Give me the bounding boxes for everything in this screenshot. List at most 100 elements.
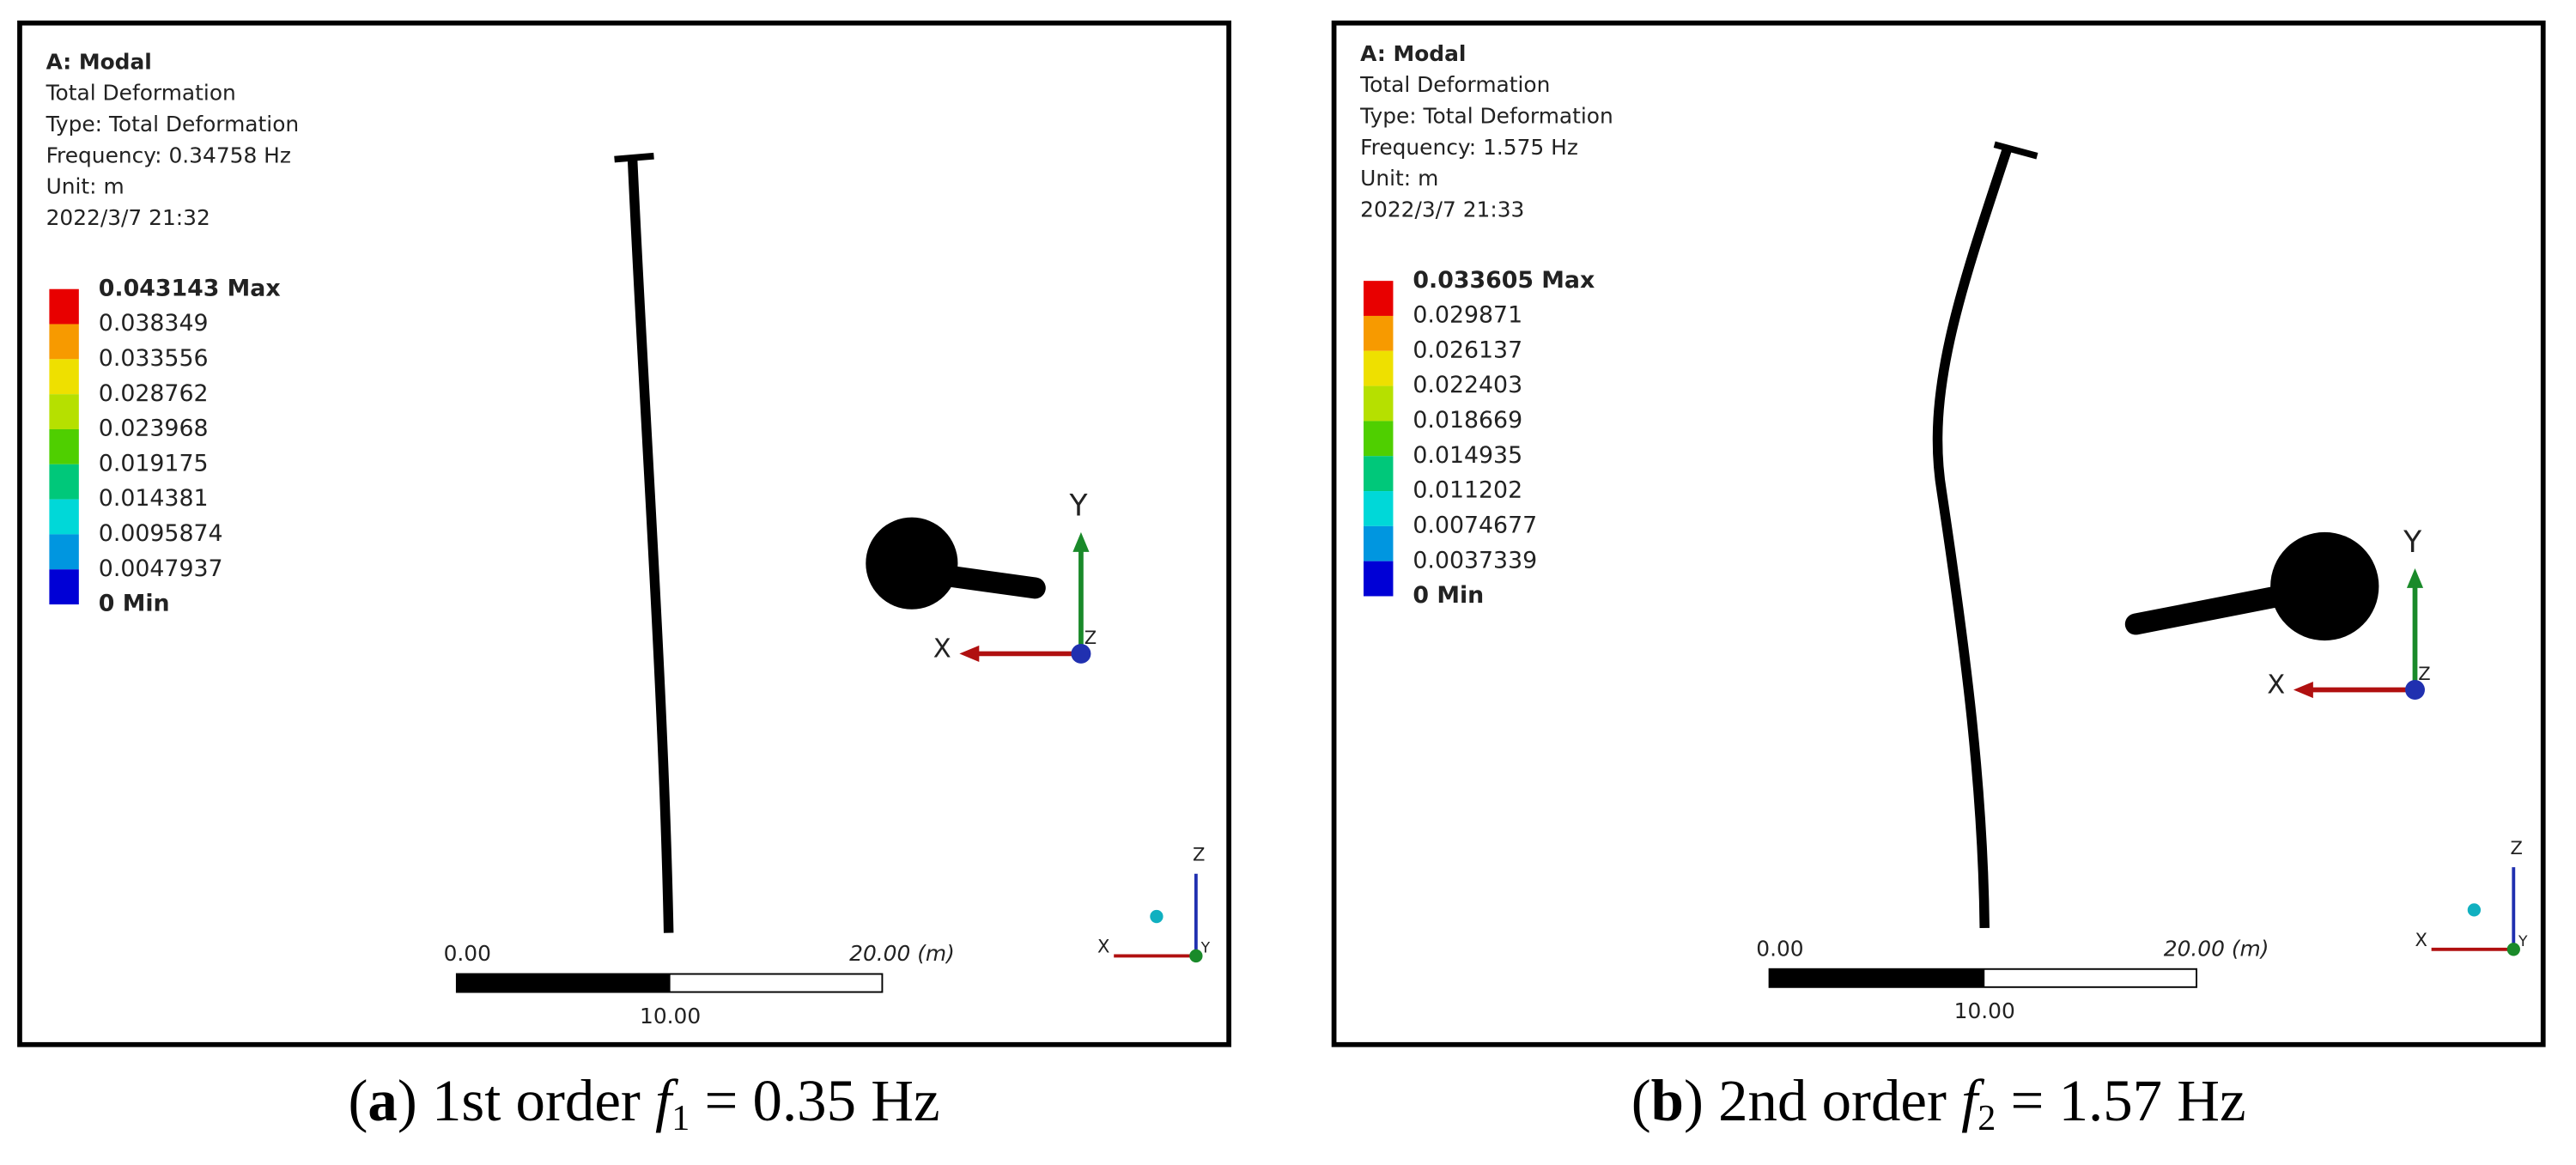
legend-swatch (49, 394, 79, 429)
mini-label-y: Y (2518, 933, 2528, 950)
legend-label: 0.038349 (99, 310, 209, 337)
legend-label: 0.018669 (1413, 407, 1522, 434)
legend-label: 0.0047937 (99, 555, 223, 582)
mini-label-z: Z (2510, 837, 2522, 859)
legend-swatch (49, 464, 79, 500)
legend-swatch (1364, 421, 1394, 457)
mini-dot (1150, 909, 1163, 924)
legend-label: 0.043143 Max (99, 275, 281, 301)
legend-swatch (1364, 281, 1394, 316)
legend-swatch (1364, 315, 1394, 351)
cable-top (614, 152, 654, 163)
legend-swatch (49, 569, 79, 605)
triad-label-y: Y (2403, 525, 2422, 560)
legend-label: 0 Min (99, 591, 170, 617)
caption-part: ) 2nd order (1684, 1068, 1961, 1133)
mini-label-x: X (1097, 936, 1109, 957)
scale-start: 0.00 (1756, 936, 1803, 961)
triad-z (1071, 643, 1091, 664)
legend-label: 0.019175 (99, 450, 209, 476)
mini-dot (2467, 903, 2482, 917)
header-line: A: Modal (1360, 41, 1466, 66)
legend-swatch (49, 324, 79, 360)
viewport-frame (17, 20, 1231, 1047)
buoy (866, 517, 958, 610)
mini-label-z: Z (1193, 843, 1205, 865)
triad-x-head (959, 645, 980, 663)
legend-swatch (49, 359, 79, 395)
legend-label: 0.033556 (99, 345, 209, 372)
caption: (b) 2nd order f2 = 1.57 Hz (1631, 1068, 2246, 1138)
scale-mid: 10.00 (640, 1004, 701, 1028)
legend-swatch (49, 499, 79, 535)
legend-swatch (1364, 525, 1394, 561)
triad-label-x: X (2267, 670, 2285, 700)
legend-label: 0 Min (1413, 582, 1484, 609)
mini-y (1189, 949, 1203, 963)
caption-part: = 0.35 Hz (690, 1068, 939, 1133)
caption-part: b (1651, 1068, 1684, 1133)
scale-end: 20.00 (m) (2164, 936, 2269, 961)
buoy-arm (928, 564, 1046, 599)
triad-y-head (1072, 531, 1090, 552)
scale-bar-fill (456, 974, 671, 992)
scale-mid: 10.00 (1954, 998, 2015, 1023)
triad-label-x: X (933, 634, 951, 664)
header-line: Frequency: 1.575 Hz (1360, 135, 1578, 160)
header-line: Unit: m (46, 174, 125, 199)
cable (627, 159, 674, 933)
caption-part: 2 (1978, 1098, 1996, 1138)
cable-top (1993, 141, 2038, 160)
legend-label: 0.0074677 (1413, 513, 1537, 539)
mini-y (2506, 943, 2520, 956)
caption-part: = 1.57 Hz (1996, 1068, 2245, 1133)
mini-label-x: X (2415, 929, 2427, 950)
legend-label: 0.023968 (99, 416, 209, 442)
scale-start: 0.00 (444, 941, 491, 966)
legend-label: 0.014381 (99, 485, 209, 512)
caption-part: ( (348, 1068, 368, 1133)
legend-swatch (1364, 385, 1394, 422)
header-line: Unit: m (1360, 166, 1438, 191)
header-line: 2022/3/7 21:32 (46, 205, 210, 230)
legend-swatch (1364, 491, 1394, 526)
panel: A: Modal Total Deformation Type: Total Def… (1331, 20, 2546, 1138)
legend-label: 0.026137 (1413, 337, 1522, 363)
triad-label-z: Z (1084, 627, 1097, 648)
legend-label: 0.011202 (1413, 477, 1522, 504)
viewport-frame (1331, 20, 2546, 1047)
header-line: Type: Total Deformation (1359, 103, 1613, 128)
caption-part: ( (1631, 1068, 1651, 1133)
legend-label: 0.0095874 (99, 520, 223, 547)
legend-swatch (49, 288, 79, 325)
caption-part: a (368, 1068, 397, 1133)
header-line: Total Deformation (1359, 72, 1550, 97)
header-line: Frequency: 0.34758 Hz (46, 143, 291, 167)
triad-x-head (2293, 681, 2313, 699)
triad-y-head (2406, 567, 2424, 588)
legend-label: 0.0037339 (1413, 547, 1537, 573)
legend-label: 0.028762 (99, 380, 209, 407)
legend-label: 0.014935 (1413, 442, 1522, 469)
header-line: A: Modal (46, 49, 152, 74)
triad-label-y: Y (1069, 489, 1089, 524)
caption: (a) 1st order f1 = 0.35 Hz (348, 1068, 939, 1138)
scale-bar-fill (1769, 968, 1985, 987)
legend-label: 0.033605 Max (1413, 267, 1595, 294)
triad-label-z: Z (2418, 663, 2430, 684)
legend-label: 0.029871 (1413, 302, 1522, 329)
mini-label-y: Y (1200, 940, 1211, 957)
legend-swatch (49, 428, 79, 464)
header-line: Type: Total Deformation (46, 112, 300, 137)
legend-swatch (49, 534, 79, 570)
caption-part: 1 (671, 1098, 690, 1138)
header-line: Total Deformation (46, 81, 236, 106)
caption-part: ) 1st order (398, 1068, 655, 1133)
legend-swatch (1364, 350, 1394, 386)
buoy (2270, 531, 2379, 641)
cable (1932, 146, 2013, 929)
header-line: 2022/3/7 21:33 (1360, 197, 1524, 222)
legend-swatch (1364, 561, 1394, 597)
buoy-arm (2124, 586, 2290, 635)
